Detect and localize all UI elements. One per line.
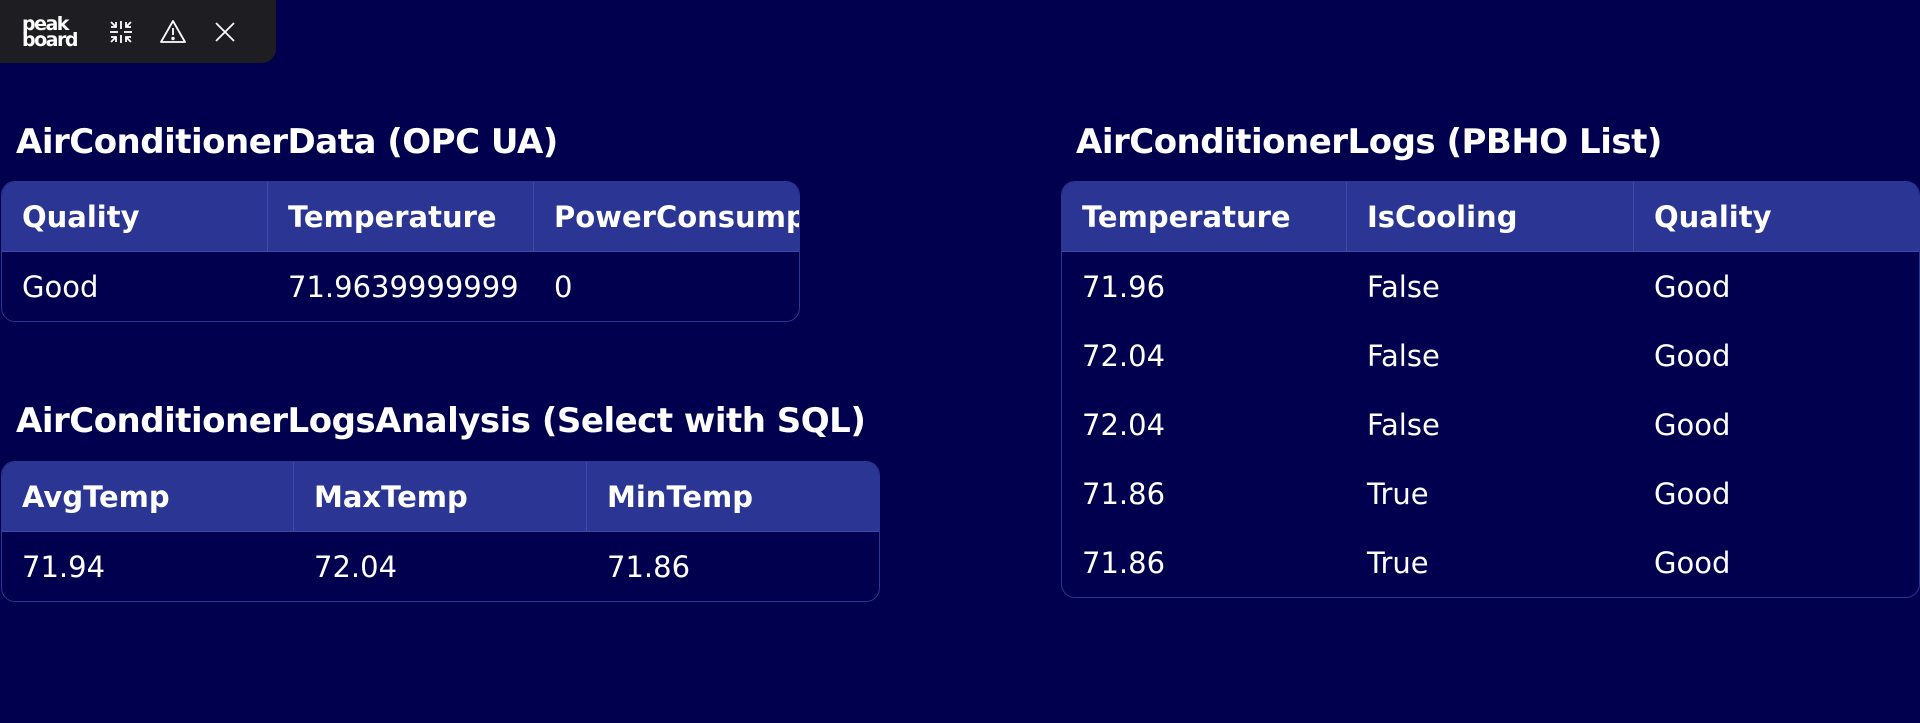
table-cell: Good xyxy=(1654,545,1731,580)
table-cell: 71.94 xyxy=(22,549,106,584)
column-header[interactable]: PowerConsump xyxy=(554,199,799,234)
table-cell: 72.04 xyxy=(1082,338,1166,373)
table-cell: Good xyxy=(1654,407,1731,442)
table-cell: 71.9639999999 xyxy=(288,269,519,304)
warning-icon xyxy=(160,19,186,43)
ac-logs-title: AirConditionerLogs (PBHO List) xyxy=(1076,122,1662,162)
table-cell: False xyxy=(1367,407,1440,442)
table-cell: 71.86 xyxy=(607,549,691,584)
table-cell: 71.86 xyxy=(1082,545,1166,580)
table-cell: 72.04 xyxy=(1082,407,1166,442)
table-row[interactable]: 72.04 False Good xyxy=(1062,390,1919,459)
table-cell: False xyxy=(1367,338,1440,373)
table-cell: False xyxy=(1367,269,1440,304)
table-cell: True xyxy=(1367,545,1429,580)
table-cell: 71.96 xyxy=(1082,269,1166,304)
ac-logs-table: Temperature IsCooling Quality 71.96 Fals… xyxy=(1061,181,1920,598)
table-row[interactable]: 72.04 False Good xyxy=(1062,321,1919,390)
column-header[interactable]: MinTemp xyxy=(607,479,754,514)
table-cell: 71.86 xyxy=(1082,476,1166,511)
table-row[interactable]: 71.86 True Good xyxy=(1062,459,1919,528)
close-button[interactable] xyxy=(210,17,240,47)
warning-button[interactable] xyxy=(158,17,188,47)
table-cell: Good xyxy=(1654,269,1731,304)
collapse-icon xyxy=(110,20,132,43)
ac-analysis-title: AirConditionerLogsAnalysis (Select with … xyxy=(16,401,866,441)
table-cell: Good xyxy=(1654,476,1731,511)
table-row[interactable]: 71.94 72.04 71.86 xyxy=(2,532,879,601)
close-icon xyxy=(215,21,235,42)
column-header[interactable]: Temperature xyxy=(268,182,534,251)
ac-data-title: AirConditionerData (OPC UA) xyxy=(16,122,558,162)
column-header[interactable]: Quality xyxy=(1654,199,1772,234)
table-cell: True xyxy=(1367,476,1429,511)
logo-line-2: board xyxy=(22,28,78,51)
table-cell: Good xyxy=(1654,338,1731,373)
peakboard-logo: peak board xyxy=(22,10,84,54)
column-header[interactable]: Temperature xyxy=(1062,182,1347,251)
table-header: Temperature IsCooling Quality xyxy=(1062,182,1919,252)
table-cell: 0 xyxy=(554,269,573,304)
table-cell: 72.04 xyxy=(314,549,398,584)
column-header[interactable]: Quality xyxy=(2,182,268,251)
column-header[interactable]: MaxTemp xyxy=(294,462,587,531)
table-cell: Good xyxy=(22,269,99,304)
table-row[interactable]: Good 71.9639999999 0 xyxy=(2,252,799,321)
table-header: Quality Temperature PowerConsump xyxy=(2,182,799,252)
collapse-button[interactable] xyxy=(106,17,136,47)
column-header[interactable]: IsCooling xyxy=(1347,182,1634,251)
table-row[interactable]: 71.96 False Good xyxy=(1062,252,1919,321)
table-row[interactable]: 71.86 True Good xyxy=(1062,528,1919,597)
column-header[interactable]: AvgTemp xyxy=(2,462,294,531)
top-toolbar: peak board xyxy=(0,0,276,63)
ac-analysis-table: AvgTemp MaxTemp MinTemp 71.94 72.04 71.8… xyxy=(1,461,880,602)
logo-line-1: peak xyxy=(22,12,69,35)
table-header: AvgTemp MaxTemp MinTemp xyxy=(2,462,879,532)
ac-data-table: Quality Temperature PowerConsump Good 71… xyxy=(1,181,800,322)
